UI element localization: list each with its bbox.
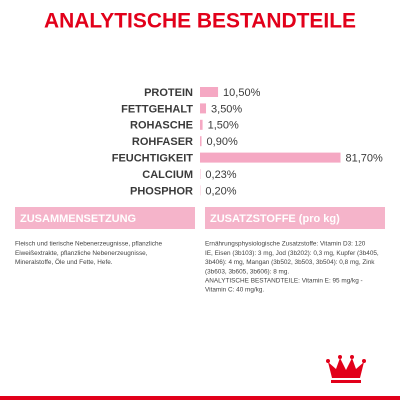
category-label: CALCIUM: [142, 169, 193, 181]
section-text: ANALYTISCHE BESTANDTEILE: Vitamin E: 95 …: [205, 277, 363, 284]
bar: [200, 119, 203, 130]
value-label: 0,90%: [207, 136, 238, 148]
section-text: (3b603, 3b605, 3b606): 8 mg.: [205, 268, 289, 275]
bottom-rule: [0, 396, 400, 400]
category-label: ROHFASER: [132, 136, 193, 148]
category-label: ROHASCHE: [130, 120, 193, 132]
logo: [326, 355, 366, 383]
section-text: 3b406): 4 mg, Mangan (3b502, 3b503, 3b50…: [205, 259, 375, 266]
section-text: IE, Eisen (3b103): 3 mg, Jod (3b202): 0,…: [205, 250, 379, 257]
value-label: 0,20%: [205, 185, 236, 197]
title: ANALYTISCHE BESTANDTEILE: [44, 10, 356, 33]
section-header-bg: [205, 207, 385, 229]
bar: [200, 87, 219, 97]
category-label: FEUCHTIGKEIT: [112, 153, 194, 165]
section-text: Ernährungsphysiologische Zusatzstoffe: V…: [205, 241, 366, 248]
value-label: 3,50%: [211, 103, 242, 115]
bar: [200, 136, 202, 147]
category-label: PROTEIN: [144, 87, 193, 99]
category-label: PHOSPHOR: [130, 185, 193, 197]
category-label: FETTGEHALT: [121, 103, 193, 115]
bar: [200, 152, 341, 163]
value-label: 0,23%: [205, 169, 236, 181]
section-heading: ZUSAMMENSETZUNG: [20, 213, 136, 225]
section-heading: ZUSATZSTOFFE (pro kg): [210, 213, 340, 225]
section-text: Fleisch und tierische Nebenerzeugnisse, …: [15, 241, 163, 248]
section-text: Mineralstoffe, Öle und Fette, Hefe.: [15, 258, 113, 266]
section-text: Eiweißextrakte, pflanzliche Nebenerzeugn…: [15, 250, 148, 257]
value-label: 1,50%: [208, 120, 239, 132]
bar: [200, 103, 207, 114]
section-header-bg: [15, 207, 195, 229]
value-label: 10,50%: [223, 87, 261, 99]
section-text: Vitamin C: 40 mg/kg.: [205, 287, 264, 294]
value-label: 81,70%: [346, 153, 384, 165]
